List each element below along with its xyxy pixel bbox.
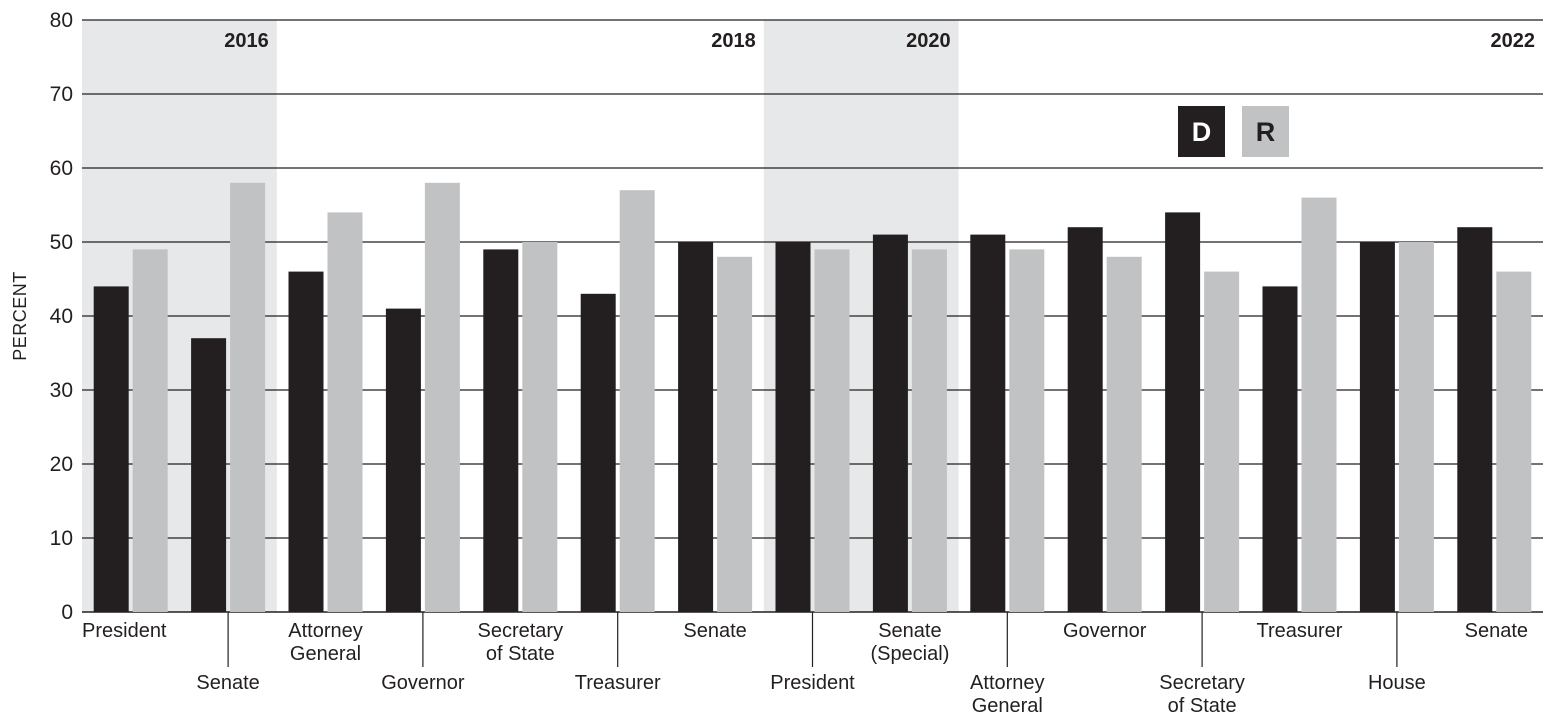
category-label: Governor [1063,620,1147,642]
category-label: Attorney [288,620,362,642]
category-label: Secretary [478,620,564,642]
bar-D [970,234,1006,612]
bar-R [1009,249,1045,612]
bar-R [1204,271,1240,612]
bar-R [814,249,850,612]
year-label-2016: 2016 [224,30,269,52]
bar-D [1262,286,1298,612]
legend-swatch-R [1242,106,1289,157]
bar-D [678,242,714,612]
bar-D [580,293,616,612]
bar-D [288,271,324,612]
bar-D [191,338,227,612]
y-tick-label: 60 [50,157,73,180]
category-label: of State [486,643,555,665]
legend-label-R: R [1256,117,1276,147]
legend-swatch-D [1178,106,1225,157]
y-tick-label: 70 [50,83,73,106]
category-label: General [290,643,361,665]
y-tick-label: 10 [50,527,73,550]
category-label: President [770,672,855,694]
bar-D [93,286,129,612]
bar-D [1359,242,1395,612]
bar-D [1165,212,1201,612]
category-label: Treasurer [1257,620,1343,642]
y-tick-label: 80 [50,9,73,32]
year-labels: 2016 2018 2020 2022 [224,30,1535,52]
bar-R [619,190,655,612]
y-tick-label: 20 [50,453,73,476]
year-label-2022: 2022 [1491,30,1536,52]
category-label: House [1368,672,1426,694]
bar-R [424,182,460,613]
legend-label-D: D [1192,117,1212,147]
y-tick-label: 40 [50,305,73,328]
bar-R [230,182,266,613]
year-label-2018: 2018 [711,30,756,52]
bar-R [1301,197,1337,612]
category-label: President [82,620,167,642]
category-label: Secretary [1159,672,1245,694]
bar-D [872,234,908,612]
bar-R [1496,271,1532,612]
year-label-2020: 2020 [906,30,951,52]
bar-D [385,308,421,612]
y-axis-title: PERCENT [10,271,30,361]
bar-D [1067,227,1103,612]
y-tick-labels: 0 10 20 30 40 50 60 70 80 [50,9,73,624]
bars [93,182,1532,613]
y-tick-label: 50 [50,231,73,254]
category-labels: PresidentSenateAttorneyGeneralGovernorSe… [82,612,1528,714]
category-label: Senate [683,620,746,642]
bar-R [1398,242,1434,612]
category-label: Senate [196,672,259,694]
bar-R [327,212,363,612]
bar-R [132,249,168,612]
y-tick-label: 0 [61,601,73,624]
category-label: Senate [878,620,941,642]
bar-R [911,249,947,612]
gridlines [82,19,1543,613]
category-label: Governor [381,672,465,694]
bar-R [717,256,753,612]
bar-R [1106,256,1142,612]
bar-D [1457,227,1493,612]
category-label: Attorney [970,672,1044,694]
bar-D [775,242,811,612]
bar-D [483,249,519,612]
category-label: (Special) [870,643,949,665]
category-label: Senate [1465,620,1528,642]
category-label: General [972,695,1043,714]
category-label: Treasurer [575,672,661,694]
category-label: of State [1168,695,1237,714]
y-tick-label: 30 [50,379,73,402]
bar-R [522,242,558,612]
